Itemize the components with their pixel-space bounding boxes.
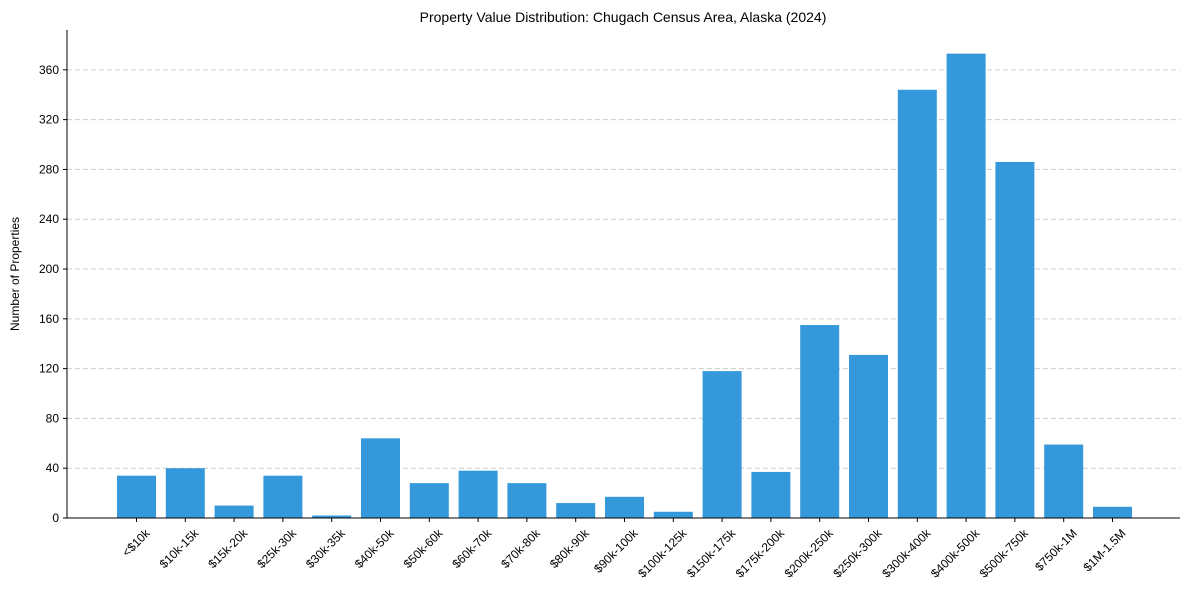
bar <box>214 505 254 518</box>
y-tick-label: 160 <box>39 312 59 326</box>
x-tick-label: $10k-15k <box>157 526 203 572</box>
y-axis-ticks: 0 40 80 120 160 200 240 280 320 360 <box>39 63 67 525</box>
y-tick-label: 320 <box>39 113 59 127</box>
x-tick-label: $175k-200k <box>733 526 788 581</box>
bar <box>946 53 986 518</box>
bar <box>361 438 400 518</box>
bar <box>1093 506 1132 518</box>
x-tick-label: $50k-60k <box>401 526 447 572</box>
x-tick-label: <$10k <box>119 526 153 560</box>
x-tick-label: $30k-35k <box>303 526 349 572</box>
bar <box>751 471 791 518</box>
x-tick-label: $60k-70k <box>449 526 495 572</box>
bar <box>653 511 693 518</box>
grid-lines <box>67 69 1180 469</box>
chart-title: Property Value Distribution: Chugach Cen… <box>420 9 827 25</box>
x-tick-label: $400k-500k <box>928 526 983 581</box>
bar <box>117 475 156 518</box>
bar <box>507 483 547 518</box>
x-tick-label: $750k-1M <box>1032 526 1080 574</box>
x-tick-label: $250k-300k <box>830 526 885 581</box>
x-tick-label: $70k-80k <box>498 526 544 572</box>
bar <box>312 515 352 518</box>
y-axis-label: Number of Properties <box>8 217 22 331</box>
axes <box>66 30 1180 519</box>
bars <box>117 53 1132 519</box>
y-tick-label: 280 <box>39 162 59 176</box>
bar <box>702 371 742 518</box>
y-tick-label: 240 <box>39 212 59 226</box>
x-axis-ticks: <$10k $10k-15k $15k-20k $25k-30k $30k-35k $40… <box>119 518 1129 581</box>
x-tick-label: $200k-250k <box>782 526 837 581</box>
bar <box>263 475 303 518</box>
bar <box>556 503 596 518</box>
x-tick-label: $300k-400k <box>879 526 934 581</box>
y-tick-label: 200 <box>39 262 59 276</box>
y-tick-label: 0 <box>52 511 59 525</box>
x-tick-label: $150k-175k <box>684 526 739 581</box>
x-tick-label: $25k-30k <box>254 526 300 572</box>
x-tick-label: $1M-1.5M <box>1081 526 1129 574</box>
x-tick-label: $40k-50k <box>352 526 398 572</box>
x-tick-label: $15k-20k <box>205 526 251 572</box>
bar <box>995 161 1035 519</box>
bar <box>458 470 498 518</box>
bar <box>1044 444 1084 518</box>
bar <box>409 483 449 518</box>
bar <box>849 354 888 518</box>
bar <box>605 496 644 518</box>
bar <box>165 468 205 518</box>
x-tick-label: $90k-100k <box>591 526 641 576</box>
bar <box>897 89 937 519</box>
x-tick-label: $80k-90k <box>547 526 593 572</box>
x-tick-label: $500k-750k <box>977 526 1032 581</box>
y-tick-label: 360 <box>39 63 59 77</box>
bar <box>800 325 840 518</box>
y-tick-label: 40 <box>46 461 60 475</box>
x-tick-label: $100k-125k <box>635 526 690 581</box>
y-tick-label: 120 <box>39 362 59 376</box>
y-tick-label: 80 <box>46 411 60 425</box>
